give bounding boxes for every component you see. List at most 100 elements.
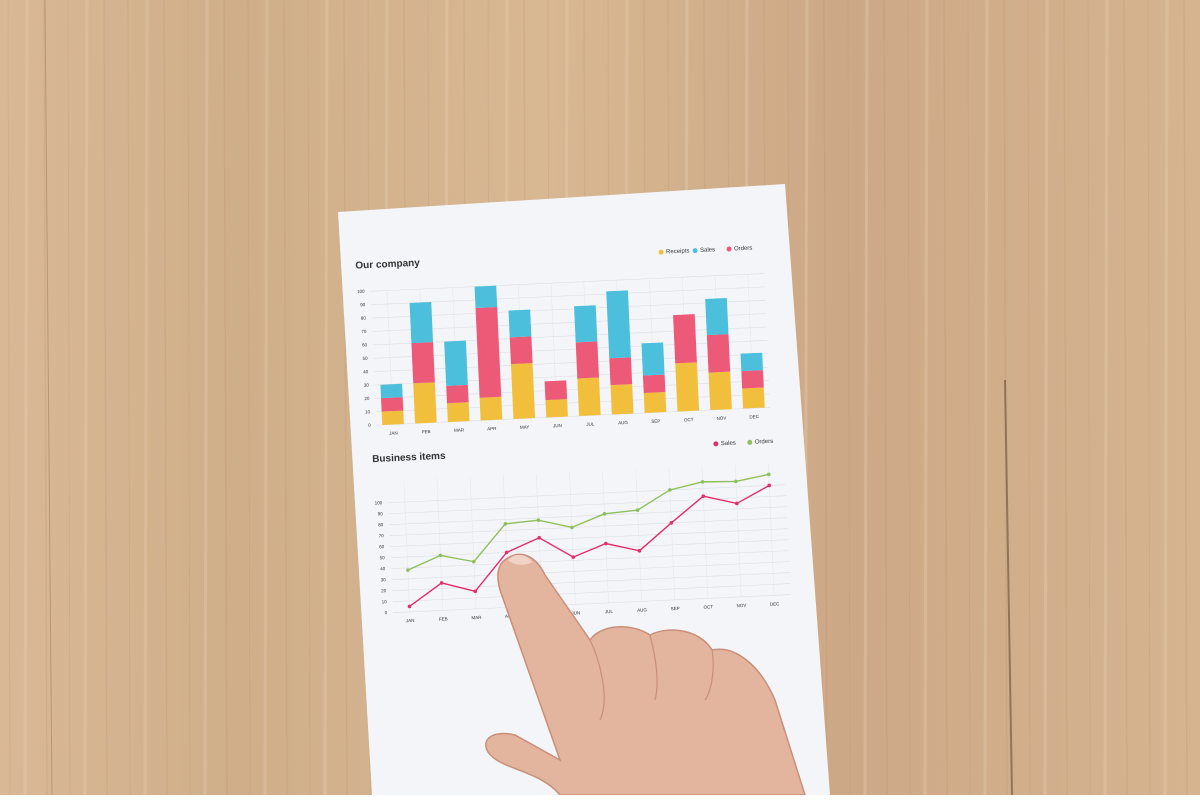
y-tick-label: 30	[381, 577, 387, 582]
bar-segment	[444, 340, 468, 386]
x-tick-label: JAN	[406, 618, 415, 623]
grid-line-vertical	[602, 470, 609, 603]
bar-segment	[575, 341, 599, 379]
grid-line	[390, 528, 788, 548]
legend-label: Sales	[721, 441, 736, 448]
data-point	[602, 512, 607, 516]
bar-segment	[474, 285, 498, 309]
data-point	[438, 553, 443, 558]
x-tick-label: OCT	[703, 604, 713, 609]
bar-segment	[411, 342, 435, 384]
data-point	[537, 535, 541, 540]
y-tick-label: 50	[380, 555, 386, 560]
y-tick-label: 60	[362, 342, 368, 347]
grid-line	[389, 517, 788, 537]
legend-label: Orders	[755, 439, 774, 446]
data-point	[406, 568, 410, 572]
data-point	[472, 559, 476, 564]
hand	[485, 553, 807, 796]
bar-segment	[574, 305, 598, 343]
y-tick-label: 10	[365, 409, 371, 414]
grid-line-vertical	[734, 464, 742, 597]
grid-line	[374, 353, 768, 372]
grid-line	[375, 380, 770, 399]
bar-segment	[609, 357, 633, 386]
grid-line	[376, 393, 770, 413]
y-tick-label: 70	[379, 533, 385, 538]
plank-seam	[44, 0, 53, 796]
grid-line	[371, 286, 765, 306]
legend-label: Receipts	[666, 248, 690, 255]
data-point	[536, 518, 541, 522]
bar-segment	[675, 362, 700, 412]
x-tick-label: JUN	[553, 423, 562, 428]
x-tick-label: FEB	[439, 616, 448, 621]
bar-segment	[380, 383, 403, 399]
grid-line	[376, 407, 771, 426]
grid-line	[372, 313, 767, 332]
data-point	[571, 555, 576, 559]
grid-line	[370, 273, 765, 292]
x-tick-label: AUG	[637, 607, 647, 612]
bar-segment	[475, 307, 502, 398]
data-point	[407, 604, 412, 609]
data-point	[503, 522, 508, 526]
x-tick-label: JAN	[389, 430, 398, 435]
bar-segment	[509, 336, 533, 365]
data-point	[700, 480, 705, 484]
bar-segment	[479, 396, 503, 421]
y-tick-label: 100	[357, 289, 365, 294]
legend-label: Sales	[700, 247, 715, 254]
grid-line	[391, 550, 789, 569]
x-tick-label: OCT	[684, 417, 694, 422]
grid-line-vertical	[635, 469, 642, 602]
data-point	[701, 494, 706, 498]
data-point	[668, 488, 672, 492]
grid-line	[388, 495, 787, 515]
grid-line-vertical	[569, 472, 576, 605]
y-tick-label: 90	[378, 511, 384, 516]
bar-segment	[577, 377, 601, 417]
x-tick-label: NOV	[716, 416, 726, 421]
bar-segment	[545, 399, 568, 418]
data-point	[637, 549, 642, 553]
y-tick-label: 60	[379, 544, 385, 549]
series-line	[407, 473, 769, 571]
data-point	[767, 483, 772, 488]
x-tick-label: DEC	[749, 414, 759, 419]
x-tick-label: APR	[487, 426, 497, 431]
y-tick-label: 90	[360, 302, 366, 307]
y-tick-label: 10	[382, 599, 388, 604]
charts: Our company Receipts Sales Orders 0 10 20 30 40 5…	[355, 246, 791, 623]
x-tick-label: MAR	[471, 615, 482, 620]
y-tick-label: 40	[363, 369, 369, 374]
y-tick-label: 100	[375, 500, 383, 505]
bar-segment	[742, 387, 765, 409]
data-point	[734, 479, 738, 484]
bar-segment	[606, 290, 631, 359]
x-tick-label: MAR	[454, 427, 465, 432]
legend-swatch	[747, 439, 753, 445]
bar-segment	[642, 374, 666, 393]
grid-line	[388, 484, 786, 504]
grid-line-vertical	[403, 480, 411, 612]
bar-segment	[409, 301, 434, 344]
bar-segment	[643, 391, 667, 414]
x-tick-label: JUL	[605, 609, 614, 614]
y-tick-label: 70	[361, 329, 367, 334]
bar-segment	[706, 334, 731, 373]
bar-segment	[446, 384, 469, 404]
x-tick-label: JUN	[571, 610, 580, 615]
grid-line	[373, 340, 768, 359]
legend-swatch	[692, 248, 698, 254]
bar-segment	[510, 363, 536, 419]
x-tick-label: DEC	[770, 601, 780, 606]
bar-segment	[708, 371, 732, 411]
y-tick-label: 80	[378, 522, 384, 527]
grid-line	[393, 594, 791, 613]
data-point	[635, 508, 640, 512]
x-tick-label: FEB	[422, 429, 431, 434]
data-point	[504, 550, 509, 555]
